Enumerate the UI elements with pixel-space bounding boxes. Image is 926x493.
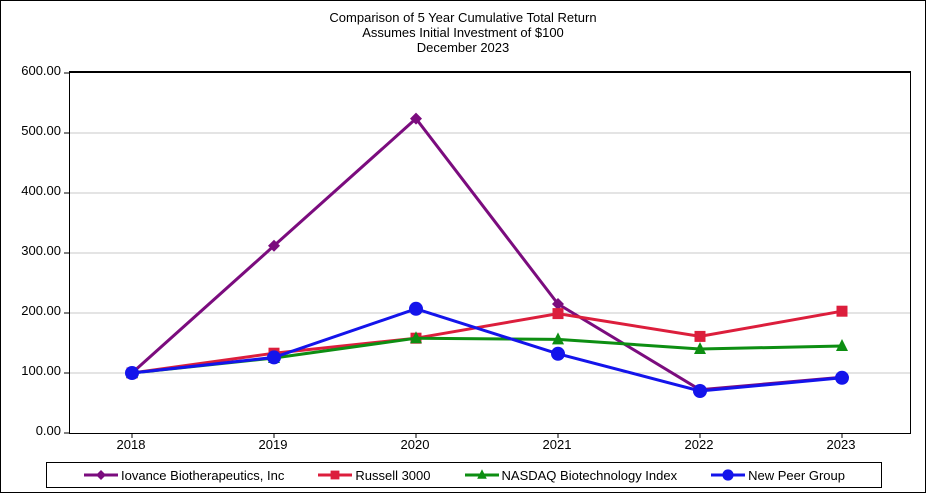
title-line-3: December 2023 <box>416 40 510 55</box>
data-point-circle <box>125 366 139 380</box>
title-line-2: Assumes Initial Investment of $100 <box>362 25 564 40</box>
plot-svg <box>64 72 910 438</box>
legend-item: New Peer Group <box>710 468 845 483</box>
x-tick-label: 2021 <box>542 437 572 452</box>
series-line <box>131 307 843 393</box>
y-tick-label: 200.00 <box>21 303 61 318</box>
data-point-circle <box>551 346 565 361</box>
data-point-circle <box>722 469 734 481</box>
data-point-square <box>330 470 340 480</box>
data-point-square <box>836 305 848 317</box>
plot-area <box>64 71 911 438</box>
data-point-triangle <box>694 342 706 354</box>
legend-swatch <box>464 469 499 479</box>
data-point-diamond <box>268 239 280 252</box>
data-point-diamond <box>552 298 564 310</box>
title-line-1: Comparison of 5 Year Cumulative Total Re… <box>329 10 597 25</box>
y-tick-label: 0.00 <box>35 423 61 438</box>
legend-item: Russell 3000 <box>317 467 431 483</box>
legend-label: Russell 3000 <box>355 467 431 483</box>
series-line <box>131 336 843 375</box>
legend-swatch <box>84 470 118 480</box>
data-point-circle <box>267 350 281 365</box>
legend-label: NASDAQ Biotechnology Index <box>501 467 678 483</box>
chart-title: Comparison of 5 Year Cumulative Total Re… <box>1 10 925 55</box>
x-tick-label: 2022 <box>684 437 714 452</box>
data-point-circle <box>693 384 707 398</box>
legend-label: New Peer Group <box>748 467 845 483</box>
data-point-triangle <box>410 331 422 344</box>
y-tick-label: 600.00 <box>21 63 61 78</box>
legend-swatch <box>711 469 746 481</box>
legend-item: Iovance Biotherapeutics, Inc <box>83 468 284 483</box>
legend-swatch <box>318 470 353 480</box>
y-tick-label: 100.00 <box>21 363 61 378</box>
y-tick-label: 500.00 <box>21 123 61 138</box>
data-point-triangle <box>836 339 848 351</box>
data-point-triangle <box>476 469 487 479</box>
series-line <box>131 309 843 375</box>
x-tick-label: 2018 <box>116 437 146 452</box>
data-point-triangle <box>552 332 564 345</box>
data-point-circle <box>835 370 849 385</box>
data-point-square <box>694 330 706 342</box>
y-tick-label: 300.00 <box>21 243 61 258</box>
y-tick-label: 400.00 <box>21 183 61 198</box>
x-tick-label: 2019 <box>258 437 288 452</box>
data-point-diamond <box>96 470 106 480</box>
data-point-square <box>552 308 564 320</box>
legend-label: Iovance Biotherapeutics, Inc <box>121 467 285 483</box>
data-point-diamond <box>410 112 422 125</box>
legend: Iovance Biotherapeutics, Inc Russell 3000… <box>46 462 882 488</box>
x-tick-label: 2023 <box>826 437 856 452</box>
legend-item: NASDAQ Biotechnology Index <box>464 467 678 483</box>
x-tick-label: 2020 <box>400 437 430 452</box>
data-point-circle <box>409 301 423 316</box>
